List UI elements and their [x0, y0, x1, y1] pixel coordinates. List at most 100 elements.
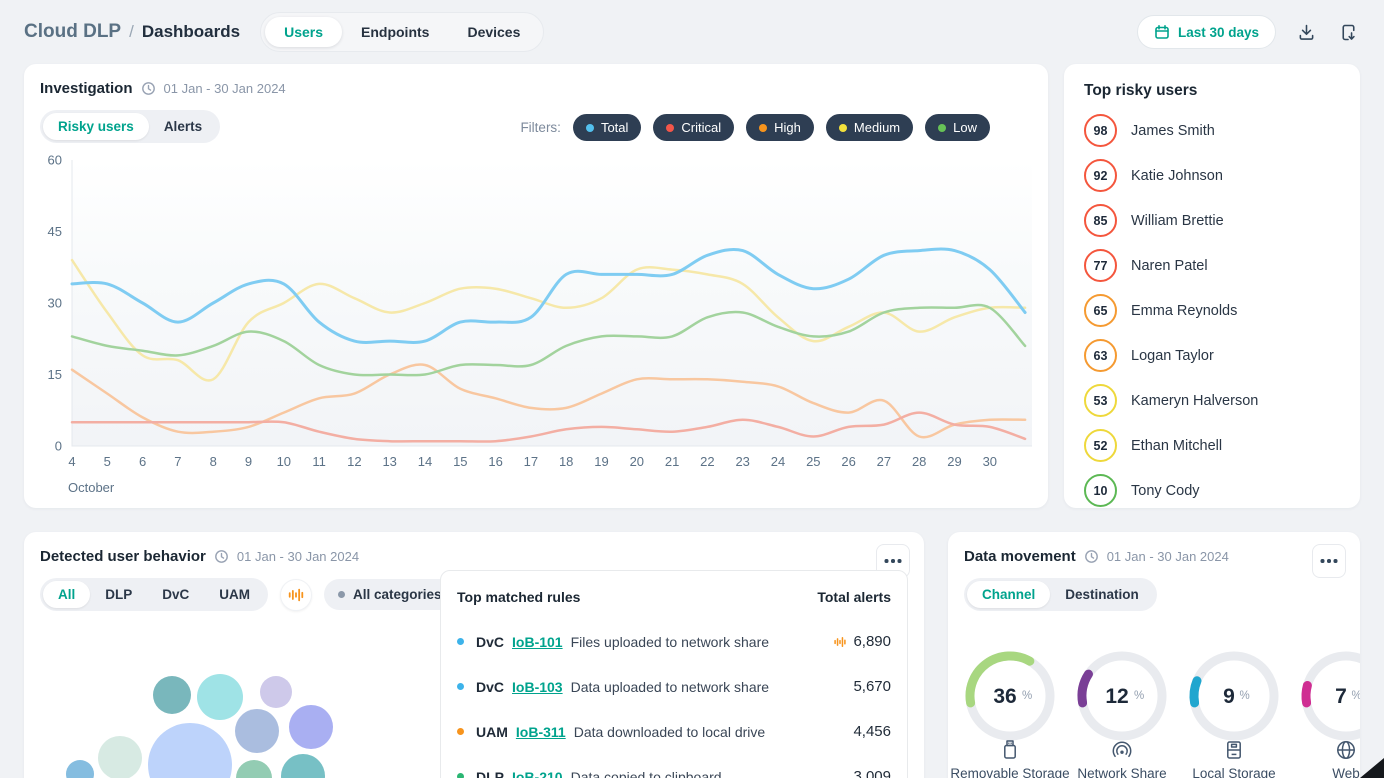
gauge-cell-removable-storage: Removable Storage [950, 738, 1070, 778]
tab-devices[interactable]: Devices [467, 24, 521, 40]
low-dot-icon [938, 123, 947, 132]
download-button[interactable] [1294, 20, 1318, 44]
tab-all[interactable]: All [43, 581, 91, 608]
movement-title: Data movement [964, 548, 1076, 565]
gauge-unit: % [1134, 690, 1144, 702]
toggle-channel[interactable]: Channel [967, 581, 1051, 608]
rule-category-dot [457, 773, 464, 778]
movement-more-button[interactable] [1312, 544, 1346, 578]
top-matched-rules-card: Top matched rules Total alerts DvC IoB-1… [440, 570, 908, 778]
filter-chip-high[interactable]: High [746, 114, 814, 141]
filter-chip-medium[interactable]: Medium [825, 114, 914, 141]
plot-area [72, 160, 1032, 446]
behavior-bubble [66, 760, 94, 778]
risky-user-row[interactable]: 65 Emma Reynolds [1064, 288, 1360, 333]
waveform-filter-button[interactable] [280, 578, 313, 611]
rule-total-value: 6,890 [853, 633, 891, 650]
tab-dvc[interactable]: DvC [162, 587, 190, 602]
rules-title: Top matched rules [457, 589, 581, 605]
globe-icon [1334, 738, 1358, 762]
behavior-bubble [148, 723, 232, 778]
x-tick-label: 30 [983, 454, 997, 469]
rule-description: Data copied to clipboard [570, 768, 722, 778]
rule-row[interactable]: DLP IoB-210 Data copied to clipboard 3,0… [457, 754, 891, 778]
toggle-alerts[interactable]: Alerts [163, 119, 203, 134]
behavior-bubble [260, 676, 292, 708]
risky-user-row[interactable]: 92 Katie Johnson [1064, 153, 1360, 198]
rule-total: 5,670 [853, 678, 891, 695]
tab-endpoints[interactable]: Endpoints [361, 24, 430, 40]
gauge-value: 36 [993, 685, 1016, 708]
series-line-high [70, 363, 1027, 439]
gauge-label: Removable Storage [950, 766, 1070, 778]
network-share-icon [1110, 738, 1134, 762]
rule-description: Files uploaded to network share [570, 633, 770, 650]
category-filter-label: All categories [353, 587, 442, 602]
x-tick-label: 17 [524, 454, 538, 469]
behavior-bubble [281, 754, 325, 778]
tab-users[interactable]: Users [265, 17, 343, 47]
x-tick-label: 15 [453, 454, 467, 469]
x-tick-label: 28 [912, 454, 926, 469]
x-tick-label: 24 [771, 454, 785, 469]
rule-category: DvC [476, 633, 505, 650]
breadcrumb-separator: / [129, 22, 134, 41]
filter-chip-critical[interactable]: Critical [653, 114, 735, 141]
risky-user-row[interactable]: 98 James Smith [1064, 108, 1360, 153]
series-line-low [70, 303, 1027, 377]
risky-user-row[interactable]: 85 William Brettie [1064, 198, 1360, 243]
behavior-date-range: 01 Jan - 30 Jan 2024 [236, 549, 360, 564]
rule-row[interactable]: UAM IoB-311 Data downloaded to local dri… [457, 709, 891, 754]
top-risky-users-title: Top risky users [1084, 82, 1198, 99]
risk-score-badge: 52 [1084, 429, 1117, 462]
filter-label: High [774, 120, 801, 135]
gauge-cell-local-storage: Local Storage [1178, 738, 1290, 778]
rule-row[interactable]: DvC IoB-101 Files uploaded to network sh… [457, 619, 891, 664]
rule-id-link[interactable]: IoB-311 [515, 723, 566, 740]
behavior-source-tabs: All DLP DvC UAM [40, 578, 269, 611]
rule-id-link[interactable]: IoB-101 [512, 633, 563, 650]
x-tick-label: 23 [735, 454, 749, 469]
x-tick-label: 22 [700, 454, 714, 469]
user-name: Katie Johnson [1131, 167, 1223, 184]
date-range-button[interactable]: Last 30 days [1136, 15, 1276, 49]
user-name: James Smith [1131, 122, 1215, 139]
filter-chip-low[interactable]: Low [925, 114, 990, 141]
tab-dlp[interactable]: DLP [105, 587, 133, 602]
risky-user-row[interactable]: 52 Ethan Mitchell [1064, 423, 1360, 468]
rule-category-dot [457, 683, 464, 690]
detected-behavior-panel: Detected user behavior 01 Jan - 30 Jan 2… [24, 532, 924, 778]
rules-table-header: Top matched rules Total alerts [457, 589, 891, 605]
behavior-bubble [153, 676, 191, 714]
toggle-risky-users[interactable]: Risky users [43, 113, 149, 140]
tab-uam[interactable]: UAM [219, 587, 251, 602]
rule-description: Data uploaded to network share [570, 678, 770, 695]
rule-total-value: 5,670 [853, 678, 891, 695]
ellipsis-icon [1327, 559, 1331, 563]
x-tick-label: 5 [104, 454, 111, 469]
risky-user-row[interactable]: 10 Tony Cody [1064, 468, 1360, 508]
investigation-panel: Investigation 01 Jan - 30 Jan 2024 Risky… [24, 64, 1048, 508]
rule-row[interactable]: DvC IoB-103 Data uploaded to network sha… [457, 664, 891, 709]
x-tick-label: 19 [594, 454, 608, 469]
risky-user-row[interactable]: 53 Kameryn Halverson [1064, 378, 1360, 423]
risky-user-row[interactable]: 77 Naren Patel [1064, 243, 1360, 288]
total-alerts-header: Total alerts [817, 589, 891, 605]
x-tick-label: 9 [245, 454, 252, 469]
x-tick-label: 16 [488, 454, 502, 469]
risk-score-badge: 98 [1084, 114, 1117, 147]
export-report-button[interactable] [1336, 20, 1360, 44]
rule-id-link[interactable]: IoB-210 [512, 768, 563, 778]
toggle-destination[interactable]: Destination [1065, 587, 1139, 602]
top-risky-users-panel: Top risky users 98 James Smith 92 Katie … [1064, 64, 1360, 508]
movement-header: Data movement 01 Jan - 30 Jan 2024 [964, 548, 1229, 565]
risky-user-row[interactable]: 63 Logan Taylor [1064, 333, 1360, 378]
clock-icon [214, 549, 229, 564]
axis-lines [71, 160, 1032, 447]
medium-dot-icon [838, 123, 847, 132]
ellipsis-icon [891, 559, 895, 563]
filter-chip-total[interactable]: Total [572, 114, 642, 141]
x-tick-label: 4 [68, 454, 75, 469]
rule-id-link[interactable]: IoB-103 [512, 678, 563, 695]
gauge-value: 7 [1335, 685, 1347, 708]
